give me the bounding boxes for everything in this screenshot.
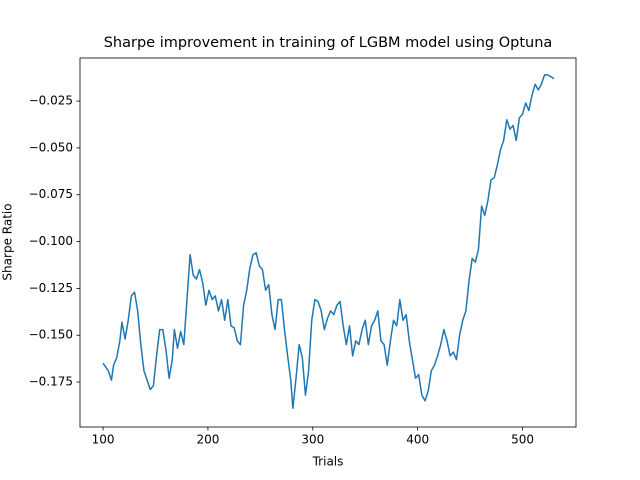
y-tick-label: −0.100 <box>29 234 73 248</box>
x-tick-label: 500 <box>511 433 534 447</box>
y-tick-label: −0.175 <box>29 375 73 389</box>
x-tick-label: 400 <box>406 433 429 447</box>
line-series <box>102 74 555 410</box>
plot-frame <box>79 57 577 428</box>
y-tick-label: −0.150 <box>29 328 73 342</box>
x-tick-label: 300 <box>301 433 324 447</box>
chart-title: Sharpe improvement in training of LGBM m… <box>104 35 553 51</box>
x-axis-label: Trials <box>312 455 344 469</box>
y-tick-label: −0.075 <box>29 187 73 201</box>
y-axis-label: Sharpe Ratio <box>1 203 15 280</box>
y-tick-label: −0.025 <box>29 94 73 108</box>
y-tick-label: −0.125 <box>29 281 73 295</box>
x-tick-label: 100 <box>92 433 115 447</box>
x-tick-label: 200 <box>196 433 219 447</box>
y-tick-label: −0.050 <box>29 140 73 154</box>
